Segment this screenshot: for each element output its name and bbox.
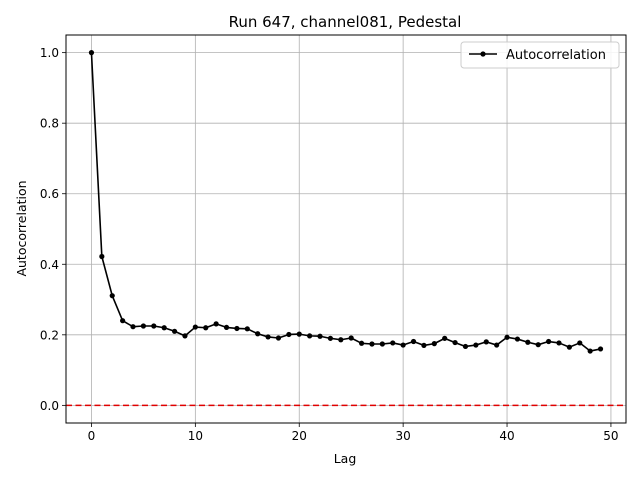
data-point — [234, 325, 240, 332]
y-tick-label: 0.2 — [40, 328, 59, 342]
data-point — [317, 333, 323, 339]
data-point — [390, 340, 396, 346]
series-group — [88, 50, 604, 354]
data-point — [171, 328, 178, 334]
data-point — [161, 325, 167, 331]
data-point — [203, 325, 209, 331]
data-point — [483, 339, 489, 345]
y-tick-label: 0.8 — [40, 117, 59, 131]
data-point — [275, 335, 282, 341]
data-point — [151, 323, 157, 329]
data-point — [442, 335, 448, 341]
data-point — [597, 346, 604, 352]
x-tick-label: 40 — [499, 429, 514, 443]
data-point — [182, 333, 188, 339]
data-point — [587, 348, 593, 354]
data-point — [566, 344, 572, 350]
legend-entry-label: Autocorrelation — [506, 48, 606, 63]
data-point — [421, 342, 427, 348]
chart-title: Run 647, channel081, Pedestal — [229, 13, 462, 31]
data-point — [327, 335, 334, 341]
y-tick-label: 0.4 — [40, 258, 59, 272]
data-point — [120, 318, 126, 324]
y-axis-label: Autocorrelation — [14, 180, 29, 276]
data-point — [109, 293, 115, 299]
data-point — [379, 341, 385, 347]
data-point — [99, 253, 105, 260]
y-tick-label: 1.0 — [40, 46, 59, 60]
grid — [66, 35, 626, 423]
data-point — [504, 334, 510, 340]
y-tick-label: 0.0 — [40, 399, 59, 413]
axis-ticks: 0 10 20 30 40 50 0.0 0.2 0.4 0.6 0.8 1.0 — [40, 46, 619, 443]
data-point — [286, 331, 292, 338]
data-point — [494, 342, 500, 348]
x-tick-label: 10 — [188, 429, 203, 443]
data-point — [130, 324, 136, 330]
data-point — [473, 342, 479, 348]
data-point — [192, 324, 198, 330]
legend-box — [460, 41, 620, 69]
data-point — [400, 342, 406, 348]
y-tick-label: 0.6 — [40, 187, 59, 201]
x-tick-label: 20 — [292, 429, 307, 443]
data-point — [410, 338, 417, 345]
data-point — [296, 331, 302, 337]
data-point — [358, 340, 365, 346]
data-point — [255, 331, 261, 337]
data-point — [431, 341, 437, 347]
data-point — [556, 340, 562, 346]
data-point — [348, 335, 354, 341]
data-point — [338, 337, 344, 343]
legend-marker-swatch — [480, 51, 486, 57]
data-point — [452, 339, 458, 346]
data-point — [223, 324, 230, 331]
data-point — [307, 333, 313, 339]
data-point — [265, 334, 271, 340]
data-point — [462, 343, 469, 350]
data-point — [369, 341, 375, 347]
data-point — [140, 323, 147, 329]
data-point — [514, 336, 521, 342]
data-point — [577, 340, 583, 346]
legend: Autocorrelation — [460, 41, 620, 69]
x-tick-label: 30 — [396, 429, 411, 443]
x-tick-label: 50 — [603, 429, 618, 443]
data-point — [244, 326, 250, 332]
data-point — [545, 338, 552, 345]
plot-frame — [65, 34, 627, 424]
data-point — [535, 342, 541, 348]
data-point — [88, 50, 95, 56]
x-axis-label: Lag — [334, 451, 357, 466]
x-tick-label: 0 — [88, 429, 96, 443]
data-point — [525, 339, 531, 345]
data-point — [213, 321, 219, 327]
